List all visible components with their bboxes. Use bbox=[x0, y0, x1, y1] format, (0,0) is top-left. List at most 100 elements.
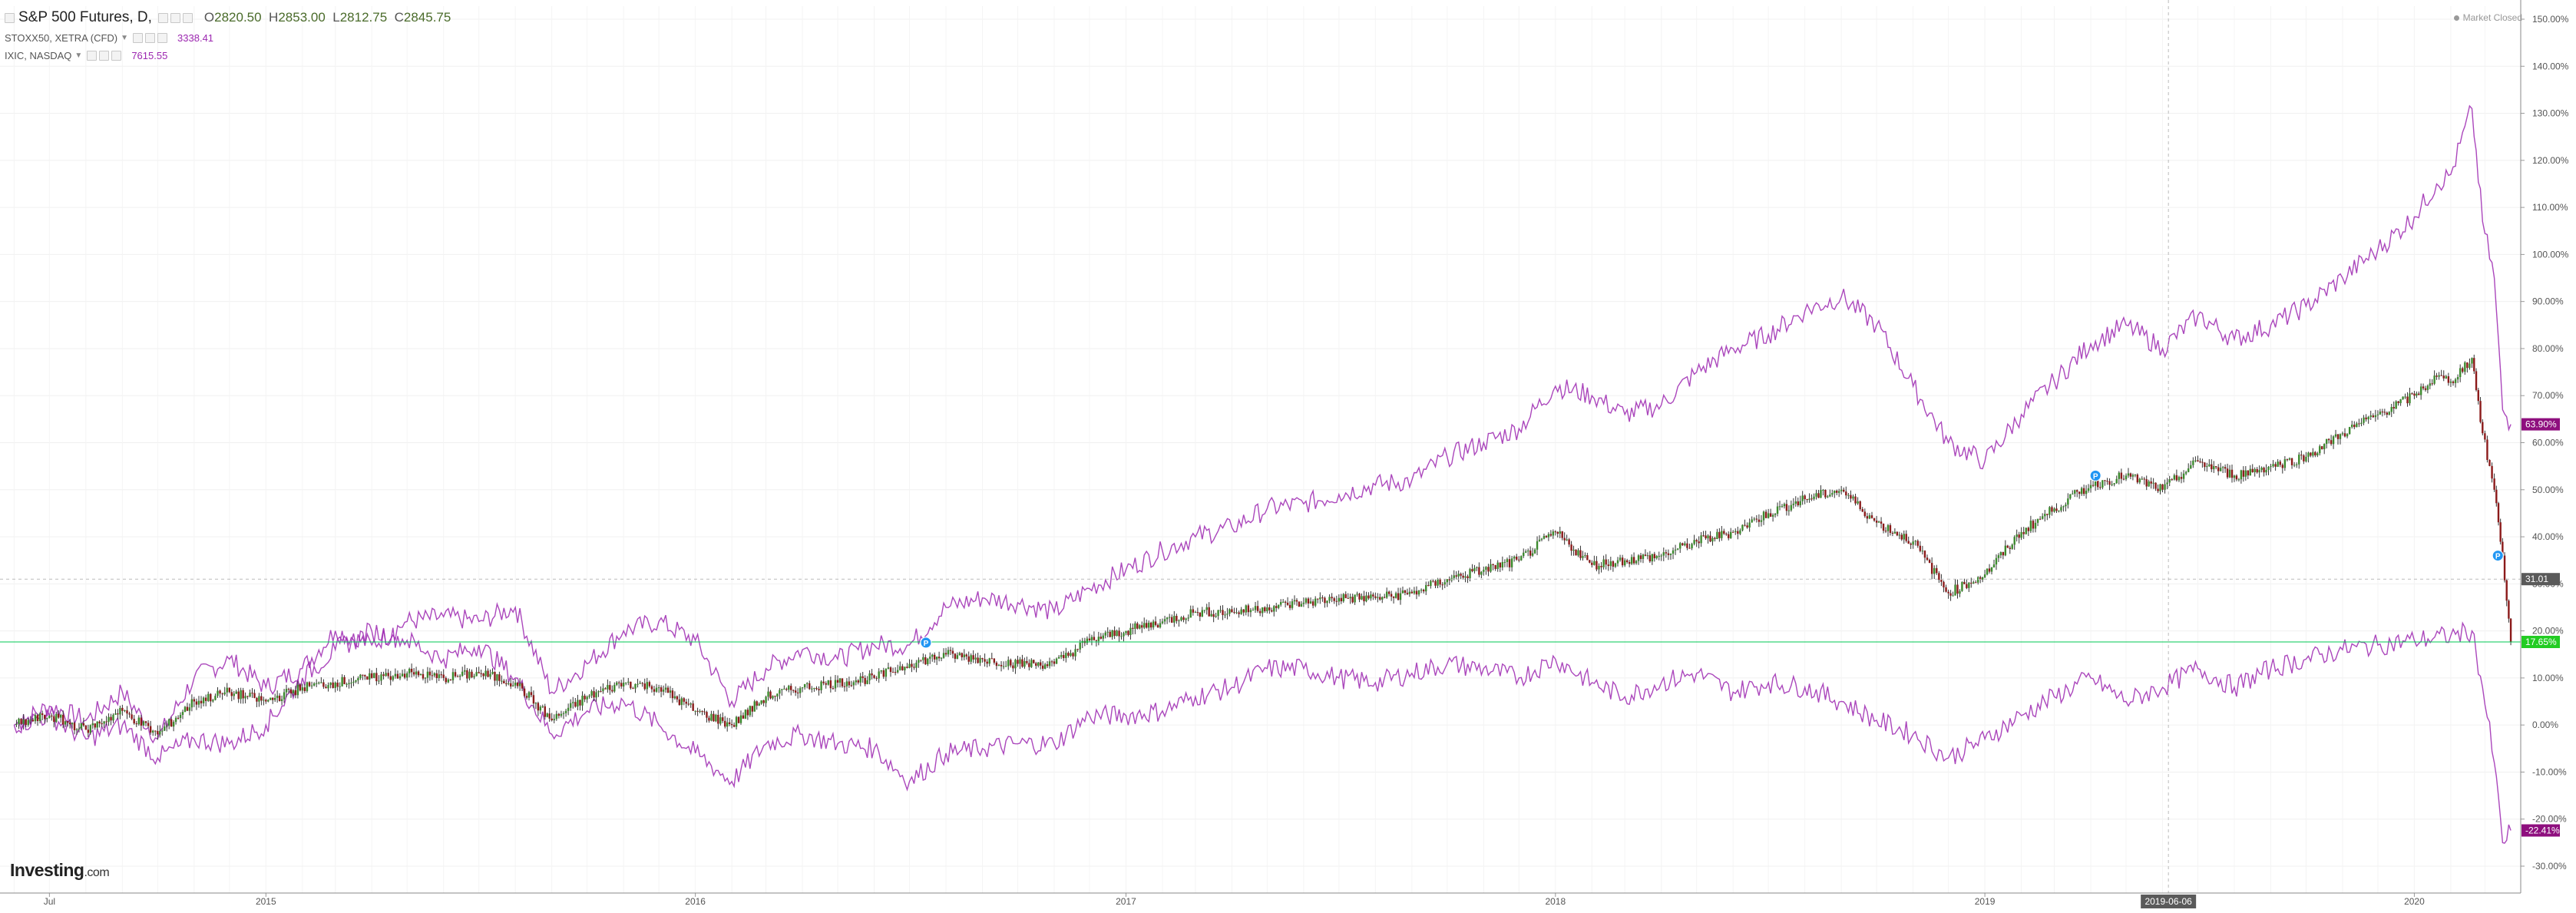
candle-body bbox=[94, 723, 96, 728]
candle-body bbox=[312, 683, 316, 686]
visibility-icon[interactable] bbox=[157, 12, 168, 23]
candle-body bbox=[2452, 381, 2455, 383]
candle-body bbox=[2097, 480, 2099, 488]
candle-body bbox=[1589, 560, 1591, 563]
candle-body bbox=[1997, 555, 2000, 558]
candle-body bbox=[1222, 610, 1224, 615]
candle-body bbox=[1467, 576, 1469, 578]
candle-body bbox=[380, 674, 382, 681]
visibility-icon[interactable] bbox=[87, 51, 98, 61]
candle-body bbox=[103, 721, 105, 724]
candle-body bbox=[2388, 412, 2390, 415]
candle-body bbox=[133, 719, 135, 724]
candle-body bbox=[96, 721, 98, 728]
candle-body bbox=[2034, 522, 2037, 529]
candle-body bbox=[1679, 543, 1682, 549]
chevron-down-icon[interactable]: ▼ bbox=[74, 51, 83, 60]
candle-body bbox=[2168, 479, 2171, 483]
candle-body bbox=[660, 687, 663, 692]
dividend-marker-icon[interactable]: P bbox=[2492, 550, 2504, 562]
candle-body bbox=[1401, 590, 1404, 594]
compare-name-ixic[interactable]: IXIC, NASDAQ bbox=[5, 50, 72, 61]
candle-body bbox=[699, 711, 701, 713]
candle-body bbox=[359, 674, 362, 679]
candle-body bbox=[2138, 478, 2141, 483]
candle-body bbox=[2327, 438, 2330, 441]
chevron-down-icon[interactable]: ▼ bbox=[121, 34, 129, 42]
candle-body bbox=[1992, 564, 1996, 567]
x-tick-label: 2019 bbox=[1975, 896, 1996, 907]
candle-body bbox=[68, 722, 71, 725]
candle-body bbox=[762, 700, 765, 703]
candle-body bbox=[2499, 522, 2502, 542]
y-tick-label: 10.00% bbox=[2532, 673, 2564, 683]
symbol-title[interactable]: S&P 500 Futures, D, bbox=[18, 9, 152, 25]
candle-body bbox=[1492, 564, 1494, 565]
candle-body bbox=[981, 657, 984, 660]
candle-body bbox=[779, 690, 781, 694]
candle-body bbox=[530, 692, 533, 696]
settings-icon[interactable] bbox=[170, 12, 180, 23]
candle-body bbox=[838, 678, 842, 683]
candle-body bbox=[2101, 480, 2104, 488]
candle-body bbox=[2390, 407, 2392, 412]
candle-body bbox=[2270, 466, 2272, 468]
dividend-marker-icon[interactable]: P bbox=[2089, 469, 2101, 481]
candle-body bbox=[2240, 470, 2243, 480]
candle-body bbox=[1483, 569, 1485, 572]
candle-body bbox=[607, 685, 609, 690]
candle-body bbox=[1543, 535, 1546, 539]
candle-body bbox=[75, 729, 78, 730]
candle-body bbox=[1171, 617, 1173, 623]
candle-body bbox=[1000, 664, 1003, 667]
candle-body bbox=[541, 706, 544, 707]
candle-body bbox=[510, 683, 512, 686]
candle-body bbox=[1758, 519, 1761, 522]
candle-body bbox=[680, 698, 683, 706]
candle-body bbox=[505, 683, 508, 684]
series-line-ixic[interactable] bbox=[14, 104, 2512, 744]
compare-name-stoxx[interactable]: STOXX50, XETRA (CFD) bbox=[5, 32, 118, 44]
settings-icon[interactable] bbox=[99, 51, 110, 61]
settings-icon[interactable] bbox=[145, 33, 156, 43]
candle-body bbox=[1208, 607, 1210, 617]
candle-body bbox=[1711, 538, 1714, 542]
candle-body bbox=[61, 714, 64, 725]
visibility-icon[interactable] bbox=[133, 33, 144, 43]
candle-body bbox=[478, 672, 480, 673]
candle-body bbox=[1240, 609, 1242, 614]
candle-body bbox=[1093, 637, 1096, 640]
candle-body bbox=[1010, 660, 1012, 666]
collapse-icon[interactable] bbox=[5, 12, 15, 23]
candle-body bbox=[60, 714, 62, 718]
y-tick-label: 140.00% bbox=[2532, 61, 2569, 71]
candle-body bbox=[1007, 660, 1010, 667]
candle-body bbox=[790, 686, 792, 690]
candle-body bbox=[217, 690, 219, 696]
series-candles-spx[interactable] bbox=[15, 354, 2512, 740]
close-icon[interactable] bbox=[182, 12, 193, 23]
candle-body bbox=[98, 721, 101, 724]
candle-body bbox=[2175, 475, 2178, 481]
x-tick-label: 2020 bbox=[2404, 896, 2425, 907]
candle-body bbox=[1545, 535, 1548, 538]
candle-body bbox=[2249, 468, 2251, 476]
candle-body bbox=[1900, 534, 1903, 540]
close-icon[interactable] bbox=[157, 33, 168, 43]
y-tick-label: 40.00% bbox=[2532, 531, 2564, 542]
candle-body bbox=[20, 718, 22, 724]
dividend-marker-icon[interactable]: P bbox=[920, 637, 932, 649]
candle-body bbox=[1063, 654, 1065, 659]
candle-body bbox=[518, 683, 521, 686]
close-icon[interactable] bbox=[111, 51, 122, 61]
candle-body bbox=[1224, 614, 1226, 616]
candle-body bbox=[951, 650, 954, 654]
candle-body bbox=[577, 700, 579, 707]
candle-body bbox=[794, 690, 797, 693]
candle-body bbox=[1790, 504, 1793, 511]
x-tick-label: 2018 bbox=[1545, 896, 1566, 907]
series-line-stoxx50[interactable] bbox=[13, 621, 2512, 844]
